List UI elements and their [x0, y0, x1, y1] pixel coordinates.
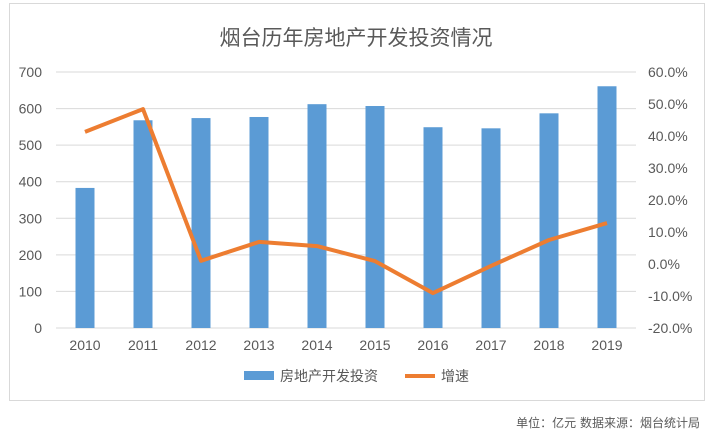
bar	[365, 106, 385, 328]
bar	[191, 118, 211, 328]
bar	[423, 127, 443, 328]
y-tick-label: 100	[19, 283, 43, 299]
x-tick-label: 2012	[185, 337, 216, 353]
bar	[249, 116, 269, 329]
y2-tick-label: 10.0%	[648, 224, 688, 240]
x-tick-label: 2017	[475, 337, 506, 353]
y2-tick-label: 30.0%	[648, 160, 688, 176]
bar	[481, 128, 501, 328]
x-tick-label: 2013	[243, 337, 274, 353]
y-tick-label: 500	[19, 137, 43, 153]
y2-tick-label: 20.0%	[648, 192, 688, 208]
x-tick-label: 2014	[301, 337, 332, 353]
legend-swatch-bar	[244, 371, 274, 380]
bar	[539, 113, 559, 328]
legend-label: 房地产开发投资	[280, 368, 378, 384]
source-note: 单位：亿元 数据来源：烟台统计局	[516, 416, 700, 430]
legend-label: 增速	[441, 368, 469, 384]
line-series	[84, 107, 608, 296]
y2-tick-label: 50.0%	[648, 96, 688, 112]
y2-tick-label: -20.0%	[648, 320, 692, 336]
chart-title: 烟台历年房地产开发投资情况	[219, 26, 493, 50]
x-tick-label: 2010	[69, 337, 100, 353]
y-tick-label: 0	[34, 320, 42, 336]
x-tick-label: 2016	[417, 337, 448, 353]
y2-tick-label: 40.0%	[648, 128, 688, 144]
bar	[133, 120, 153, 328]
y2-tick-label: 60.0%	[648, 64, 688, 80]
y2-tick-label: 0.0%	[648, 256, 680, 272]
chart-frame	[9, 3, 705, 401]
x-tick-label: 2018	[533, 337, 564, 353]
bar	[597, 86, 617, 329]
bar	[307, 104, 327, 328]
x-tick-label: 2015	[359, 337, 390, 353]
bar	[75, 187, 95, 328]
y-tick-label: 600	[19, 101, 43, 117]
y-tick-label: 200	[19, 247, 43, 263]
x-tick-label: 2019	[591, 337, 622, 353]
y2-tick-label: -10.0%	[648, 288, 692, 304]
y-tick-label: 700	[19, 64, 43, 80]
y-tick-label: 400	[19, 174, 43, 190]
x-tick-label: 2011	[128, 337, 158, 353]
y-tick-label: 300	[19, 210, 43, 226]
